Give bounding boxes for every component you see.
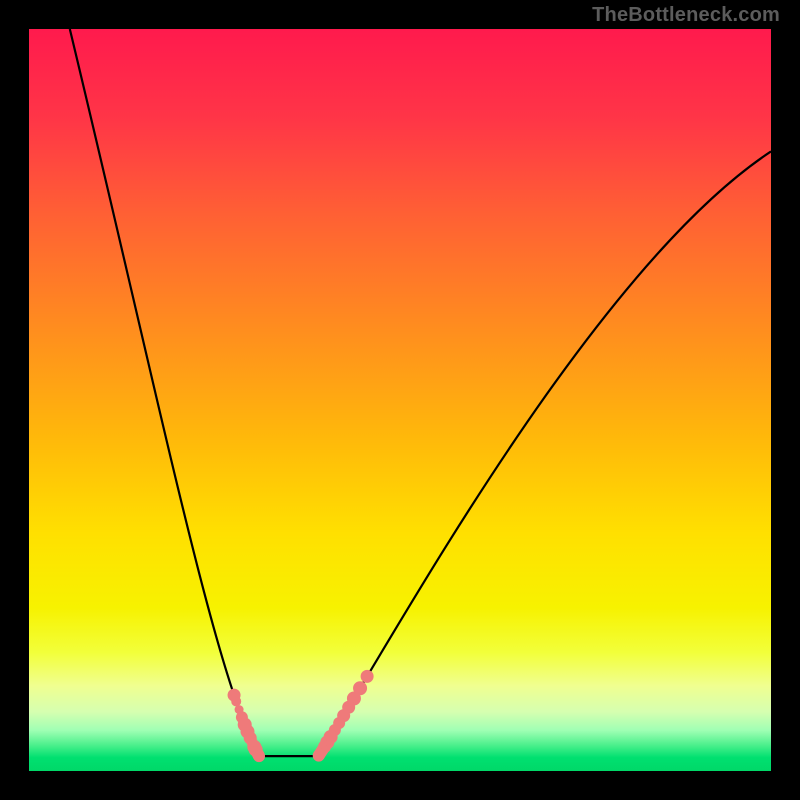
data-marker bbox=[361, 670, 374, 683]
data-marker bbox=[253, 750, 265, 762]
data-marker bbox=[231, 696, 241, 706]
data-marker bbox=[313, 750, 325, 762]
bottleneck-chart bbox=[0, 0, 800, 800]
gradient-background bbox=[29, 29, 771, 771]
watermark-text: TheBottleneck.com bbox=[592, 4, 780, 27]
